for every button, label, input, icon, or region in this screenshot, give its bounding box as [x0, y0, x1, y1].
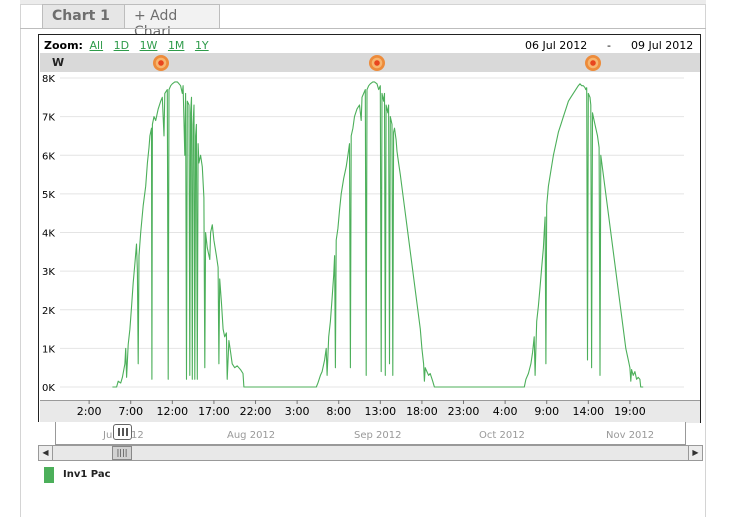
- zoom-selector: Zoom: All 1D 1W 1M 1Y: [44, 39, 216, 52]
- y-tick-label: 5K: [42, 190, 55, 201]
- date-range-separator: -: [607, 39, 611, 52]
- x-tick-label: 2:00: [77, 405, 102, 418]
- date-range-to: 09 Jul 2012: [631, 39, 694, 52]
- top-strip: [20, 0, 706, 5]
- navigator-month-label: Oct 2012: [479, 430, 525, 441]
- x-tick-label: 3:00: [285, 405, 310, 418]
- x-tick-label: 13:00: [364, 405, 396, 418]
- y-tick-label: 0K: [42, 383, 55, 394]
- series-line-inv1-pac: [112, 81, 644, 388]
- x-tick-label: 23:00: [448, 405, 480, 418]
- scroll-left-button[interactable]: ◀: [38, 445, 53, 461]
- zoom-all-link[interactable]: All: [89, 39, 104, 52]
- tab-chart-1-label: Chart 1: [52, 8, 110, 24]
- y-tick-label: 6K: [42, 151, 55, 162]
- add-chart-button[interactable]: + Add Chart: [124, 4, 220, 40]
- x-tick-label: 19:00: [614, 405, 646, 418]
- zoom-1d-link[interactable]: 1D: [113, 39, 130, 52]
- x-tick-label: 7:00: [118, 405, 143, 418]
- x-tick-label: 8:00: [326, 405, 351, 418]
- y-tick-label: 4K: [42, 229, 55, 240]
- zoom-label: Zoom:: [44, 39, 83, 52]
- zoom-1w-link[interactable]: 1W: [139, 39, 158, 52]
- navigator-strip[interactable]: [55, 422, 686, 445]
- x-tick-label: 17:00: [198, 405, 230, 418]
- navigator-left-mask: [38, 422, 55, 445]
- y-axis-unit-label: W: [52, 56, 65, 69]
- chart-tab-bar: Chart 1 x + Add Chart: [20, 4, 706, 40]
- date-range-from: 06 Jul 2012: [525, 39, 588, 52]
- sun-icon[interactable]: [369, 55, 385, 71]
- scrollbar-track[interactable]: [38, 445, 703, 461]
- zoom-1y-link[interactable]: 1Y: [194, 39, 209, 52]
- zoom-1m-link[interactable]: 1M: [167, 39, 185, 52]
- x-tick-label: 18:00: [406, 405, 438, 418]
- y-tick-label: 7K: [42, 113, 55, 124]
- page-border-right: [705, 0, 706, 517]
- legend-swatch[interactable]: [44, 467, 54, 483]
- navigator-month-label: Nov 2012: [606, 430, 655, 441]
- y-tick-label: 8K: [42, 74, 55, 85]
- sun-icon[interactable]: [153, 55, 169, 71]
- navigator-month-label: Sep 2012: [354, 430, 402, 441]
- x-tick-label: 9:00: [534, 405, 559, 418]
- y-tick-label: 2K: [42, 306, 55, 317]
- y-tick-label: 1K: [42, 344, 55, 355]
- scroll-right-button[interactable]: ▶: [688, 445, 703, 461]
- x-tick-label: 14:00: [572, 405, 604, 418]
- x-axis-band: [40, 400, 700, 423]
- page-border-left: [20, 0, 21, 517]
- tab-baseline: [20, 28, 706, 29]
- tab-chart-1[interactable]: Chart 1 x: [42, 4, 141, 28]
- scrollbar-thumb[interactable]: ||||: [112, 446, 132, 460]
- x-tick-label: 22:00: [240, 405, 272, 418]
- legend-item-inv1-pac[interactable]: Inv1 Pac: [63, 469, 111, 480]
- y-tick-label: 3K: [42, 267, 55, 278]
- navigator-month-label: Aug 2012: [227, 430, 276, 441]
- x-tick-label: 12:00: [156, 405, 188, 418]
- sun-icon[interactable]: [585, 55, 601, 71]
- grip-icon[interactable]: [113, 424, 132, 440]
- x-tick-label: 4:00: [493, 405, 518, 418]
